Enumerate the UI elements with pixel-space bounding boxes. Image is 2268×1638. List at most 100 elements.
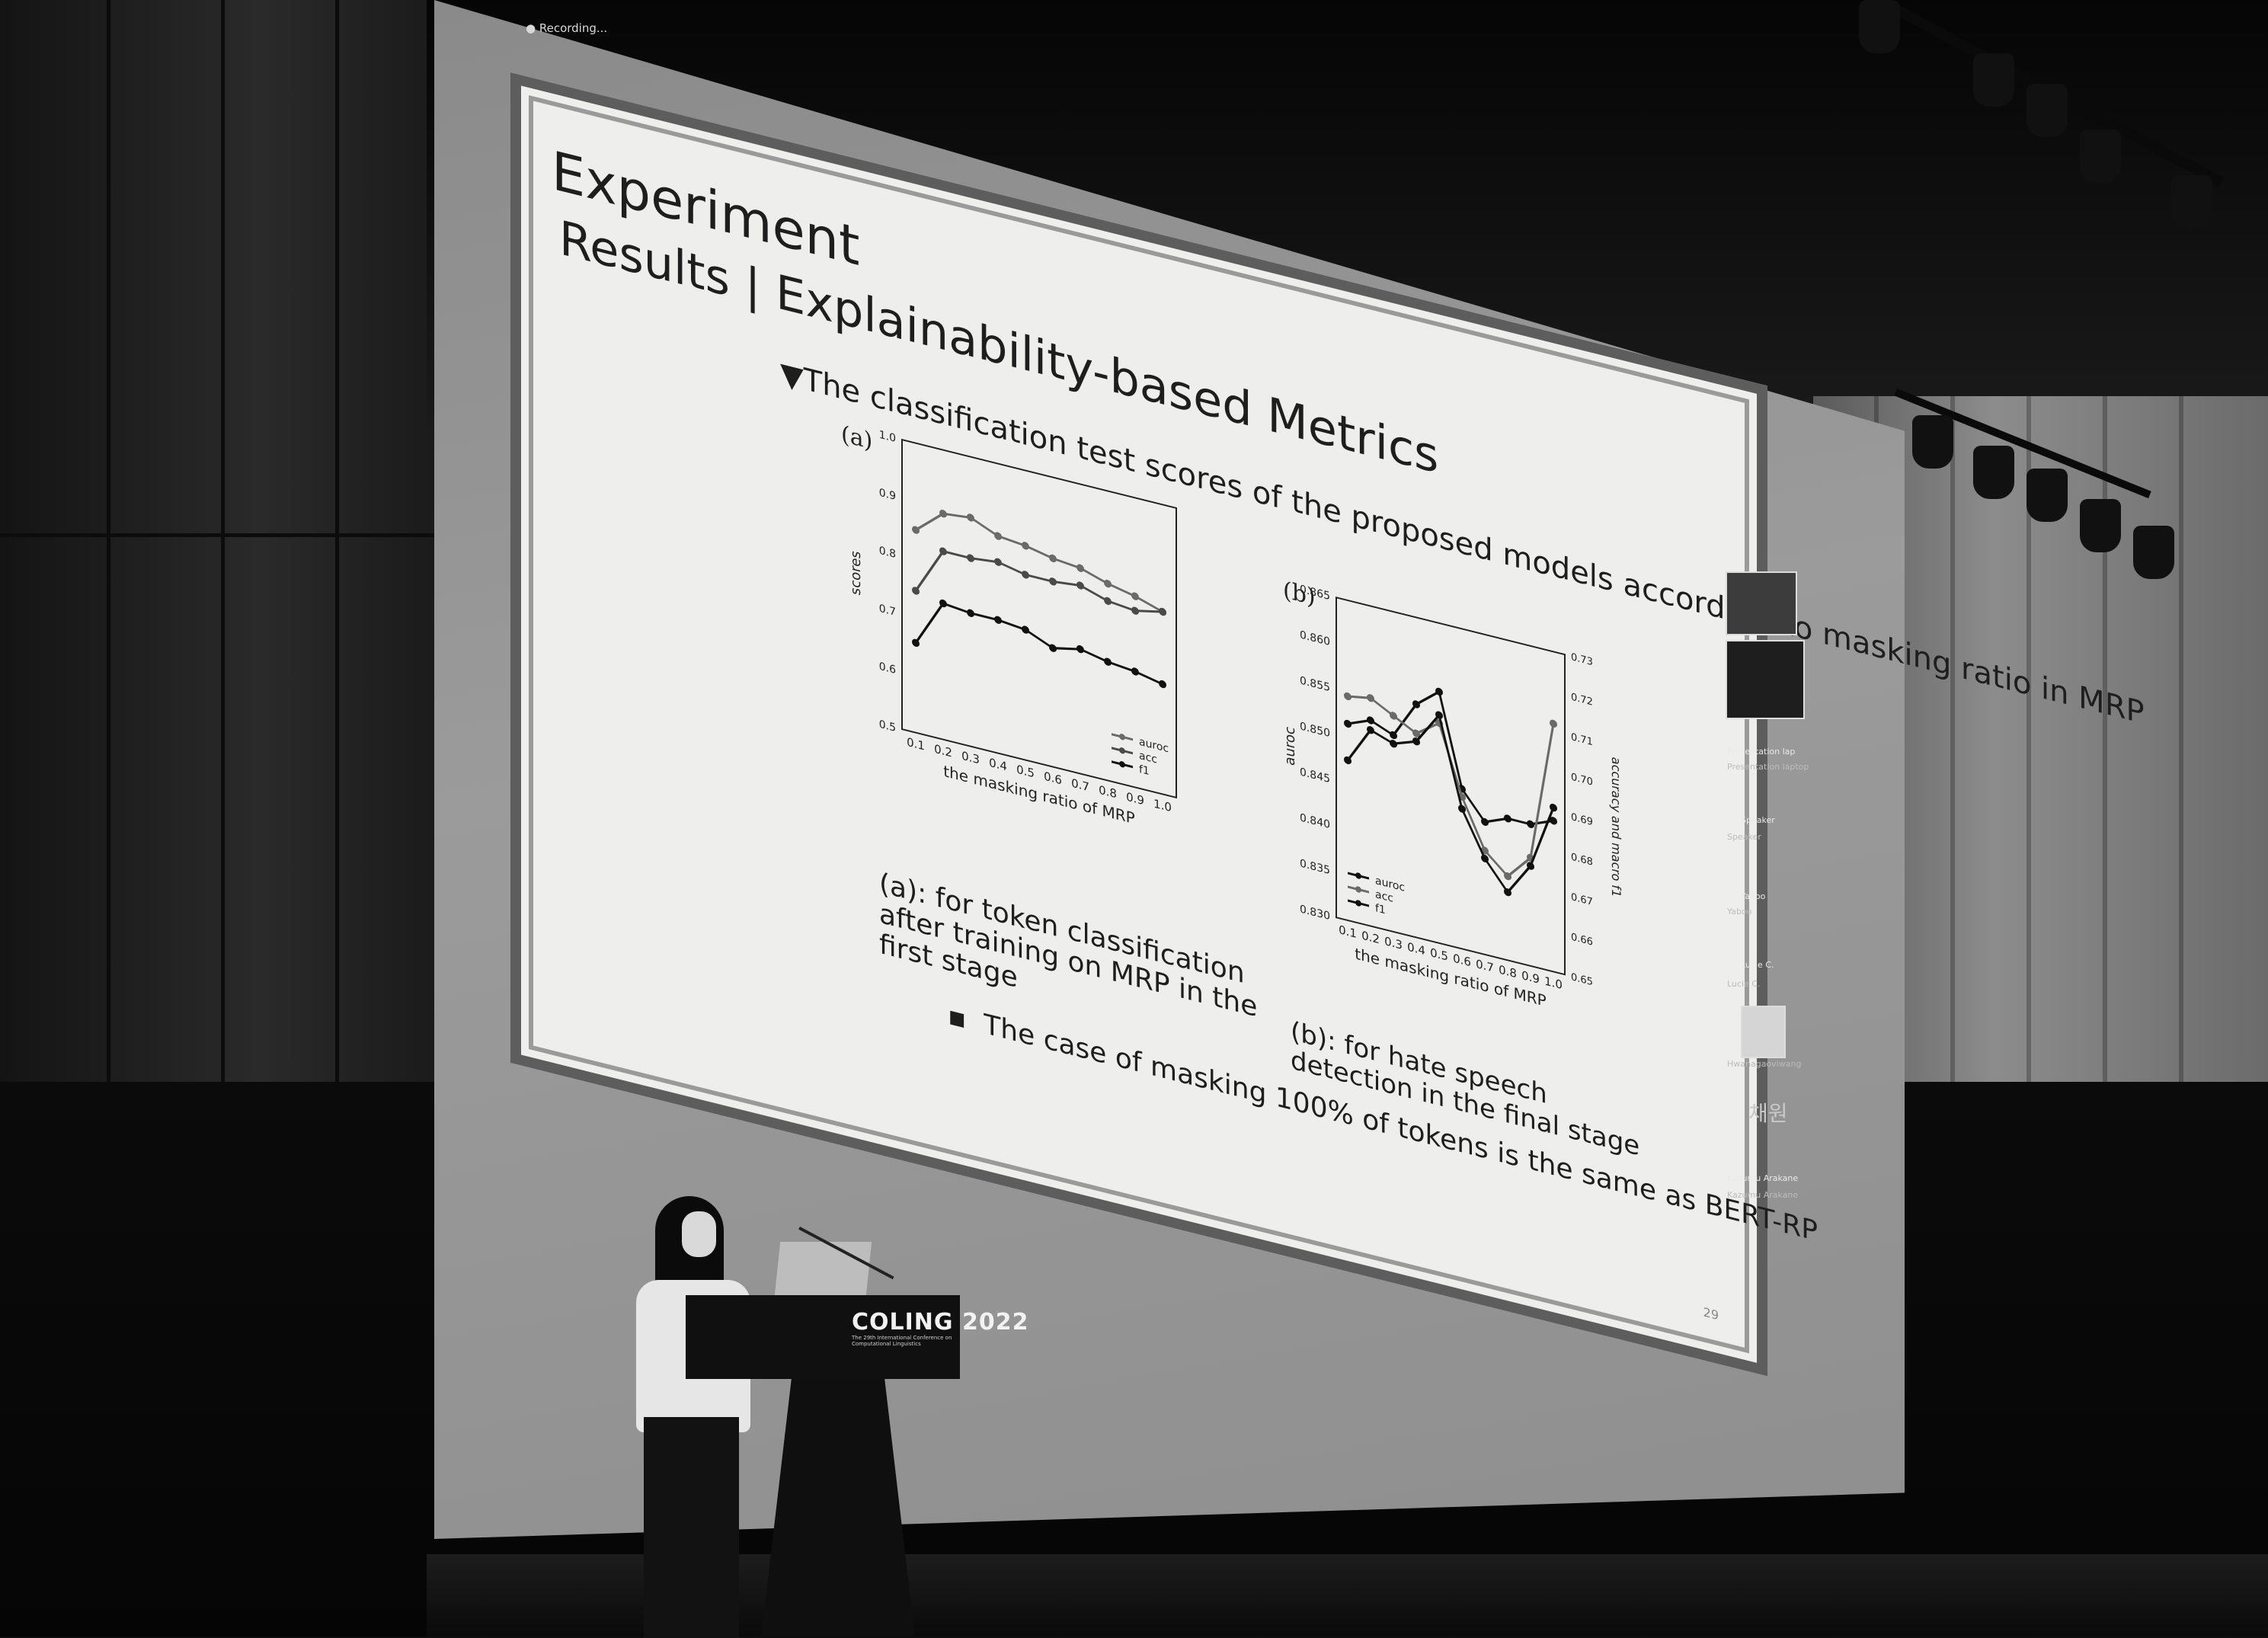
data-point-f1 [967, 609, 974, 617]
data-point-f1 [994, 616, 1002, 624]
data-point-acc [994, 558, 1002, 566]
x-tick-label: 0.9 [1126, 790, 1144, 808]
data-point-auroc [1049, 554, 1057, 563]
chart-b: 0.830 0.835 0.840 0.845 0.850 0.855 0.860 0.865… [1282, 583, 1623, 1010]
series-line-auroc [915, 512, 1163, 613]
data-point-acc [1550, 719, 1557, 728]
data-point-acc [939, 547, 947, 555]
series-line-acc [1347, 695, 1555, 878]
data-point-f1 [1344, 756, 1352, 765]
x-tick-label: 0.1 [1339, 923, 1357, 941]
stage-light [1973, 446, 2014, 499]
side-label: Lucie C. [1727, 979, 1761, 989]
chart-a: 0.5 0.6 0.7 0.8 0.9 1.0 0.1 0.2 0.3 0.4 0.5 0.6 0.7 0… [849, 429, 1177, 827]
x-tick-label: 0.4 [1407, 940, 1425, 958]
y-tick-label: 0.845 [1300, 766, 1330, 785]
legend-marker-acc [1119, 747, 1125, 754]
data-point-acc [1131, 606, 1139, 615]
podium-logo: COLING 2022 [852, 1309, 1029, 1336]
series-line-acc [914, 549, 1163, 613]
participant-initials-avatar[interactable]: 채원 [1748, 1101, 1788, 1126]
x-tick-label: 0.8 [1499, 963, 1517, 981]
data-point-auroc [1076, 564, 1084, 572]
wall-seam [2103, 396, 2107, 1234]
stage-light [2026, 469, 2068, 522]
data-point-f1 [1390, 740, 1397, 748]
legend-label-f1: f1 [1375, 902, 1386, 917]
x-tick-label: 0.6 [1044, 769, 1062, 788]
podium-subtitle: The 29th International Conference on Com… [852, 1335, 952, 1347]
x-axis-label: the masking ratio of MRP [1355, 945, 1546, 1010]
legend-label-acc: acc [1375, 888, 1393, 905]
y2-axis-label: accuracy and macro f1 [1609, 756, 1623, 899]
stage-light [2080, 130, 2121, 183]
wall-seam [335, 0, 339, 1082]
data-point-auroc [1022, 542, 1029, 550]
participant-video-tile[interactable] [1726, 571, 1797, 635]
legend-marker-auroc [1119, 734, 1125, 741]
data-point-auroc [1527, 820, 1534, 829]
data-point-acc [1022, 571, 1029, 579]
left-wall [0, 0, 434, 1082]
legend-label-f1: f1 [1139, 763, 1150, 778]
recording-indicator: ● Recording... [526, 21, 608, 35]
x-tick-label: 0.7 [1071, 776, 1089, 795]
x-tick-label: 0.5 [1016, 763, 1035, 781]
data-point-f1 [939, 599, 947, 608]
data-point-f1 [1504, 888, 1511, 897]
y-tick-label: 0.840 [1300, 811, 1330, 831]
side-label: Presentation laptop [1727, 762, 1809, 772]
recording-label: Recording... [539, 21, 608, 35]
x-tick-label: 1.0 [1153, 797, 1172, 815]
x-tick-label: 0.3 [1384, 934, 1403, 952]
x-tick-label: 0.2 [1361, 929, 1380, 947]
y-tick-label: 0.9 [879, 487, 896, 503]
y2-tick-label: 0.71 [1571, 731, 1593, 748]
data-point-f1 [1527, 862, 1534, 870]
data-point-acc [1159, 607, 1166, 616]
data-point-auroc [1104, 579, 1112, 588]
data-point-f1 [1131, 667, 1139, 676]
data-point-auroc [1550, 817, 1557, 825]
legend-marker-f1 [1119, 761, 1125, 768]
data-point-f1 [1104, 657, 1112, 666]
data-point-acc [967, 554, 974, 562]
stage-light [2133, 526, 2174, 579]
x-tick-label: 0.4 [989, 756, 1007, 774]
data-point-f1 [1049, 644, 1057, 652]
data-point-auroc [1412, 700, 1420, 709]
data-point-f1 [1412, 737, 1420, 746]
data-point-auroc [994, 532, 1002, 540]
data-point-auroc [912, 526, 920, 534]
data-point-auroc [1131, 592, 1139, 600]
stage-light [1912, 415, 1953, 469]
participant-avatar[interactable] [1741, 1006, 1786, 1058]
data-point-f1 [1550, 803, 1557, 812]
data-point-acc [1504, 872, 1511, 881]
stage-light [2080, 499, 2121, 552]
participant-video-tile[interactable] [1726, 640, 1805, 719]
data-point-auroc [939, 510, 947, 518]
y2-tick-label: 0.73 [1571, 651, 1593, 668]
wall-seam [2179, 396, 2183, 1234]
side-label: Yaboo [1741, 891, 1766, 901]
series-line-auroc [1347, 689, 1554, 826]
stage-light [2026, 84, 2068, 137]
data-point-f1 [1159, 680, 1166, 689]
stage-light [2171, 175, 2212, 229]
x-tick-label: 0.7 [1476, 957, 1494, 975]
data-point-auroc [1435, 687, 1443, 696]
podium [686, 1295, 960, 1379]
y-tick-label: 0.8 [879, 545, 896, 561]
legend-marker-acc [1355, 886, 1361, 893]
series-line-f1 [1346, 712, 1555, 894]
y-tick-label: 0.835 [1300, 857, 1330, 877]
y-tick-label: 0.5 [879, 718, 896, 734]
data-point-acc [1390, 712, 1397, 720]
data-point-f1 [912, 638, 920, 647]
data-point-f1 [1435, 711, 1443, 719]
y-tick-label: 0.830 [1300, 903, 1330, 923]
y-tick-label: 0.850 [1300, 720, 1330, 740]
y-tick-label: 0.6 [879, 661, 896, 677]
data-point-auroc [1390, 731, 1397, 740]
